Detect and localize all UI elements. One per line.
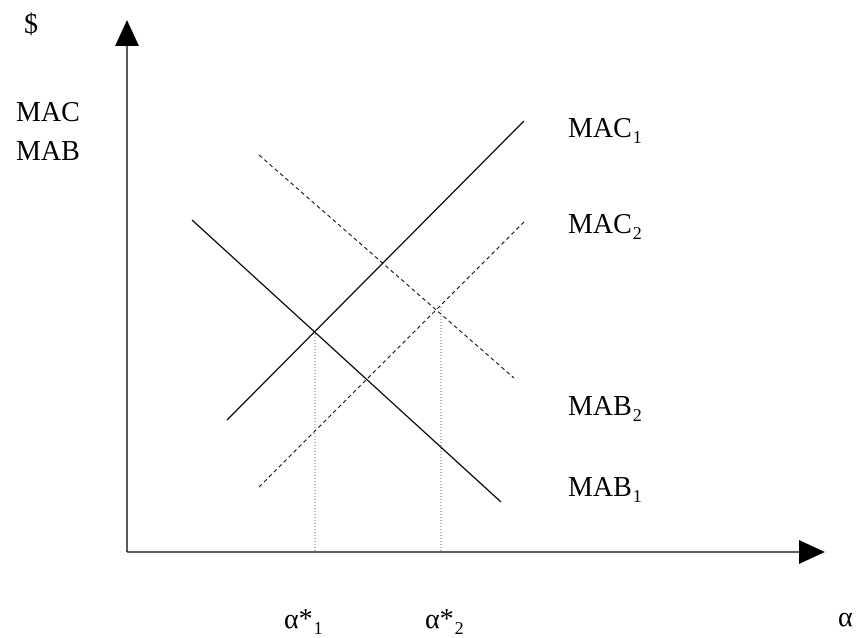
- label-alpha-star-2-base: α*: [425, 604, 454, 635]
- curve-mac1: [226, 120, 525, 421]
- curve-mac2: [258, 221, 525, 488]
- label-alpha-star-2-sub: 2: [454, 618, 464, 638]
- x-axis-arrowhead: [799, 540, 825, 564]
- label-alpha-star-2: α*2: [425, 604, 464, 638]
- label-mac1-base: MAC: [568, 113, 632, 144]
- label-mab2-base: MAB: [568, 391, 632, 422]
- label-alpha-star-1-base: α*: [284, 604, 313, 635]
- label-mab1: MAB1: [568, 472, 642, 506]
- y-axis-arrowhead: [115, 20, 139, 46]
- y-axis-currency-label: $: [24, 9, 38, 40]
- label-mab2: MAB2: [568, 391, 642, 425]
- y-axis-title-mab: MAB: [16, 136, 80, 167]
- x-axis-title: α: [838, 602, 853, 633]
- label-mac1: MAC1: [568, 113, 642, 147]
- y-axis-title-mac: MAC: [16, 97, 80, 128]
- label-mac2-base: MAC: [568, 209, 632, 240]
- label-mab2-sub: 2: [632, 405, 642, 425]
- label-alpha-star-1-sub: 1: [313, 618, 323, 638]
- label-alpha-star-1: α*1: [284, 604, 323, 638]
- label-mac2: MAC2: [568, 209, 642, 243]
- curve-mab1: [191, 219, 502, 503]
- curve-mab2: [258, 154, 515, 379]
- label-mac2-sub: 2: [632, 223, 642, 243]
- label-mac1-sub: 1: [632, 127, 642, 147]
- label-mab1-sub: 1: [632, 486, 642, 506]
- label-mab1-base: MAB: [568, 472, 632, 503]
